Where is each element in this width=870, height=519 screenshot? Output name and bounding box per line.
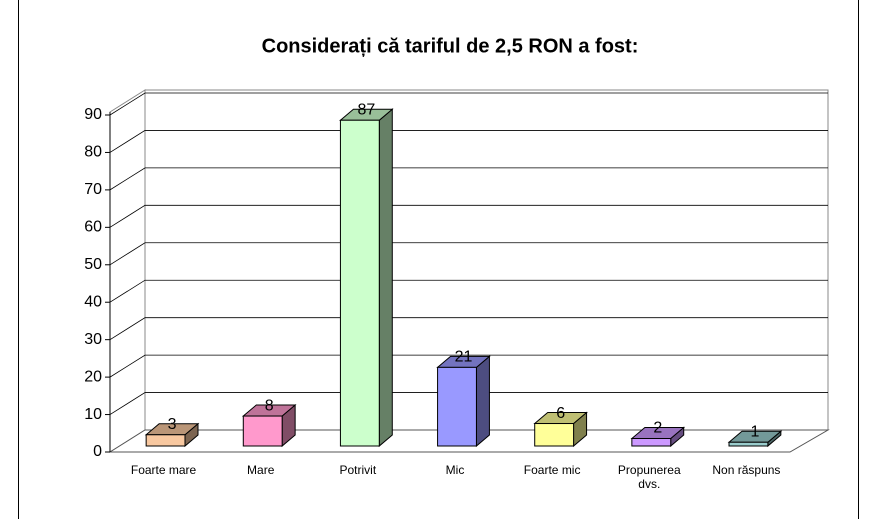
y-tick-label: 80 — [84, 144, 102, 161]
value-label: 87 — [357, 101, 375, 118]
x-tick-label: Foarte mic — [523, 463, 581, 477]
bar-side — [378, 108, 393, 448]
grid-line — [109, 92, 828, 116]
grid-line — [109, 242, 828, 266]
bar — [339, 119, 380, 447]
bar — [437, 366, 477, 447]
value-label: 21 — [455, 349, 473, 366]
grid-line — [109, 354, 828, 378]
grid-line — [109, 204, 828, 228]
x-tick-label: Potrivit — [339, 463, 377, 477]
y-tick-label: 30 — [84, 331, 102, 348]
value-label: 3 — [168, 416, 177, 433]
bar — [242, 415, 283, 447]
bar — [728, 441, 769, 447]
chart-title: Considerați că tariful de 2,5 RON a fost… — [262, 35, 639, 57]
value-label: 2 — [653, 420, 662, 437]
side-wall — [109, 89, 146, 453]
grid-line — [109, 167, 828, 191]
bar-side — [475, 355, 490, 448]
x-tick-label: Foarte mare — [130, 463, 197, 477]
bar — [631, 438, 672, 447]
grid-line — [109, 279, 828, 303]
y-tick-label: 50 — [84, 256, 102, 273]
x-tick-label: Mic — [445, 463, 465, 477]
y-tick-label: 90 — [84, 106, 102, 123]
value-label: 6 — [556, 405, 565, 422]
bar — [145, 434, 186, 447]
y-tick-label: 20 — [84, 368, 102, 385]
y-tick-label: 10 — [84, 406, 102, 423]
y-tick-label: 60 — [84, 219, 102, 236]
grid-line — [109, 130, 828, 153]
x-tick-label: Non răspuns — [712, 463, 781, 477]
x-tick-label: Propunerea dvs. — [617, 463, 681, 491]
x-tick-label: Mare — [247, 463, 275, 477]
grid-line — [109, 392, 828, 415]
grid-line — [109, 317, 828, 341]
y-tick-label: 40 — [84, 293, 102, 310]
bar — [534, 423, 575, 447]
y-tick-label: 70 — [84, 181, 102, 198]
value-label: 1 — [750, 423, 759, 440]
value-label: 8 — [265, 397, 274, 414]
y-tick-label: 0 — [93, 443, 102, 460]
